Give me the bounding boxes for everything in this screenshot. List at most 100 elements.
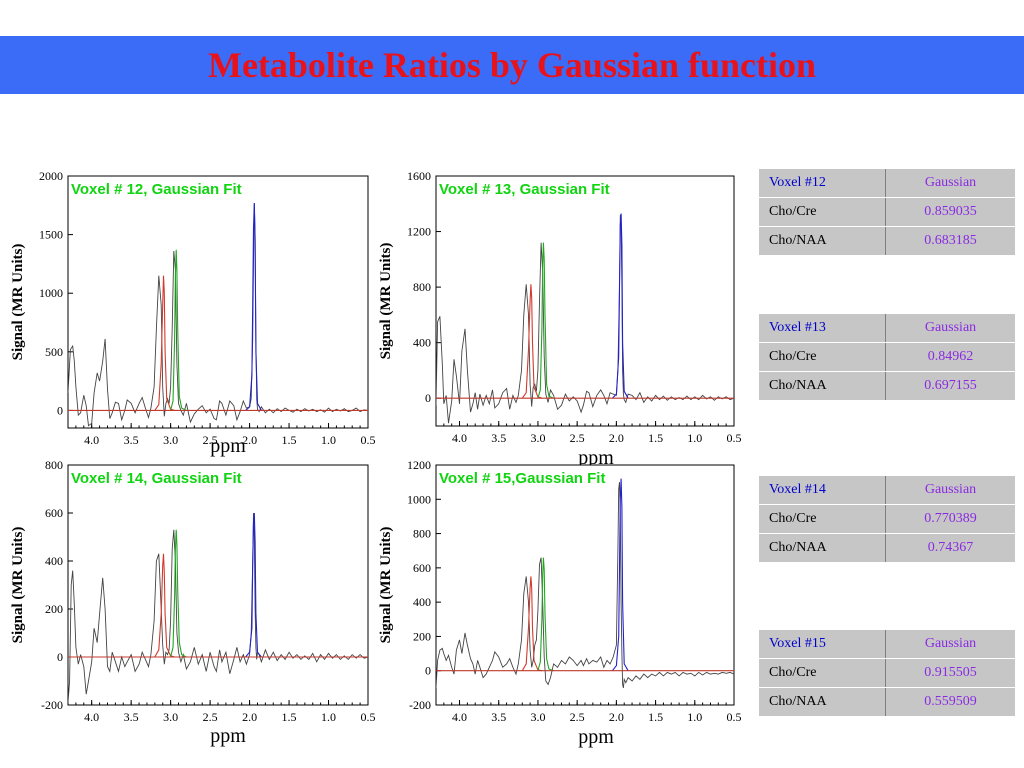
x-tick-label: 1.0 bbox=[321, 710, 336, 724]
x-tick-label: 3.0 bbox=[163, 433, 178, 447]
x-tick-label: 2.0 bbox=[609, 431, 624, 445]
ratio-table-voxel-13: Voxel #13 Gaussian Cho/Cre 0.84962 Cho/N… bbox=[759, 314, 1015, 401]
x-tick-label: 4.0 bbox=[452, 431, 467, 445]
voxel-label: Voxel #12 bbox=[759, 169, 886, 198]
chart-voxel-13: 4.0 3.5 3.0 2.5 2.0 1.5 1.0 0.5 0 400 800 1200 1600 V… bbox=[372, 160, 752, 470]
y-tick-label: 0 bbox=[57, 650, 63, 664]
x-axis-title: ppm bbox=[578, 726, 614, 748]
ratio-value: 0.84962 bbox=[885, 342, 1015, 372]
y-tick-label: 1500 bbox=[39, 228, 63, 242]
table-row: Cho/Cre 0.859035 bbox=[759, 197, 1015, 227]
plot-frame bbox=[67, 464, 369, 706]
table-row: Cho/NAA 0.559509 bbox=[759, 687, 1015, 717]
ratio-label: Cho/NAA bbox=[759, 687, 886, 717]
spectrum-line bbox=[436, 482, 734, 689]
x-tick-label: 1.0 bbox=[687, 431, 702, 445]
method-label: Gaussian bbox=[885, 314, 1015, 343]
ratio-value: 0.697155 bbox=[885, 371, 1015, 401]
method-label: Gaussian bbox=[885, 169, 1015, 198]
chart-svg: 4.0 3.5 3.0 2.5 2.0 1.5 1.0 0.5 -200 0 200 400 600 80… bbox=[378, 458, 742, 748]
chart-title: Voxel # 13, Gaussian Fit bbox=[439, 181, 610, 198]
ratio-table-voxel-12: Voxel #12 Gaussian Cho/Cre 0.859035 Cho/… bbox=[759, 169, 1015, 256]
ratio-label: Cho/Cre bbox=[759, 197, 886, 227]
ratio-value: 0.859035 bbox=[885, 197, 1015, 227]
x-tick-label: 2.5 bbox=[203, 710, 218, 724]
x-tick-label: 2.0 bbox=[609, 710, 624, 724]
ratio-label: Cho/Cre bbox=[759, 342, 886, 372]
x-tick-label: 2.5 bbox=[203, 433, 218, 447]
ratio-value: 0.559509 bbox=[885, 687, 1015, 717]
method-label: Gaussian bbox=[885, 476, 1015, 505]
y-tick-label: 600 bbox=[45, 506, 63, 520]
x-axis-title: ppm bbox=[210, 435, 246, 457]
gaussian-fit-line bbox=[170, 529, 187, 658]
y-tick-label: 0 bbox=[425, 664, 431, 678]
y-tick-label: 500 bbox=[45, 345, 63, 359]
method-label: Gaussian bbox=[885, 630, 1015, 659]
ratio-value: 0.683185 bbox=[885, 226, 1015, 256]
y-tick-label: 600 bbox=[413, 561, 431, 575]
x-tick-label: 4.0 bbox=[84, 710, 99, 724]
gaussian-fit-line bbox=[154, 275, 175, 411]
y-tick-label: 800 bbox=[45, 458, 63, 472]
ratio-label: Cho/Cre bbox=[759, 658, 886, 688]
y-axis-title: Signal (MR Units) bbox=[10, 244, 26, 361]
x-tick-label: 4.0 bbox=[452, 710, 467, 724]
spectrum-line bbox=[436, 214, 734, 424]
chart-svg: 4.0 3.5 3.0 2.5 2.0 1.5 1.0 0.5 0 500 1000 1500 2000… bbox=[10, 169, 376, 457]
y-tick-label: 1200 bbox=[407, 225, 431, 239]
x-tick-label: 2.5 bbox=[570, 710, 585, 724]
ratio-value: 0.770389 bbox=[885, 504, 1015, 534]
plot-frame bbox=[435, 175, 735, 427]
x-tick-label: 1.5 bbox=[282, 710, 297, 724]
gaussian-fit-line bbox=[537, 242, 554, 399]
ratio-label: Cho/Cre bbox=[759, 504, 886, 534]
x-tick-label: 1.0 bbox=[321, 433, 336, 447]
y-tick-label: 400 bbox=[413, 336, 431, 350]
x-tick-label: 1.5 bbox=[648, 431, 663, 445]
x-tick-label: 3.5 bbox=[124, 433, 139, 447]
y-tick-label: 0 bbox=[425, 391, 431, 405]
x-tick-label: 3.0 bbox=[163, 710, 178, 724]
y-tick-label: 2000 bbox=[39, 169, 63, 183]
gaussian-fit-line bbox=[612, 213, 629, 399]
page-title: Metabolite Ratios by Gaussian function bbox=[207, 45, 817, 85]
x-tick-label: 0.5 bbox=[727, 431, 742, 445]
y-tick-label: 0 bbox=[57, 403, 63, 417]
ratio-value: 0.74367 bbox=[885, 533, 1015, 563]
ratio-table-voxel-15: Voxel #15 Gaussian Cho/Cre 0.915505 Cho/… bbox=[759, 630, 1015, 717]
y-tick-label: -200 bbox=[409, 698, 431, 712]
gaussian-fit-line bbox=[611, 478, 629, 672]
chart-voxel-12: 4.0 3.5 3.0 2.5 2.0 1.5 1.0 0.5 0 500 1000 1500 2000… bbox=[0, 160, 380, 460]
chart-title: Voxel # 15,Gaussian Fit bbox=[439, 470, 605, 487]
x-axis-title: ppm bbox=[578, 447, 614, 469]
x-tick-label: 0.5 bbox=[361, 710, 376, 724]
table-row: Cho/NAA 0.74367 bbox=[759, 533, 1015, 563]
y-tick-label: 200 bbox=[45, 602, 63, 616]
y-tick-label: 1600 bbox=[407, 169, 431, 183]
table-row: Cho/Cre 0.770389 bbox=[759, 504, 1015, 534]
x-tick-label: 1.0 bbox=[687, 710, 702, 724]
gaussian-fit-line bbox=[245, 202, 262, 411]
gaussian-fit-line bbox=[521, 576, 543, 672]
x-axis-title: ppm bbox=[210, 725, 246, 747]
table-row: Cho/Cre 0.84962 bbox=[759, 342, 1015, 372]
ratio-label: Cho/NAA bbox=[759, 226, 886, 256]
chart-voxel-14: 4.0 3.5 3.0 2.5 2.0 1.5 1.0 0.5 -200 0 200 400 600 80… bbox=[0, 452, 380, 752]
chart-voxel-15: 4.0 3.5 3.0 2.5 2.0 1.5 1.0 0.5 -200 0 200 400 600 80… bbox=[372, 452, 752, 752]
gaussian-fit-line bbox=[245, 512, 262, 658]
gaussian-fit-line bbox=[521, 284, 543, 399]
gaussian-fit-line bbox=[537, 557, 554, 672]
y-tick-label: 800 bbox=[413, 280, 431, 294]
x-tick-label: 4.0 bbox=[84, 433, 99, 447]
x-tick-label: 3.0 bbox=[530, 710, 545, 724]
chart-title: Voxel # 14, Gaussian Fit bbox=[71, 470, 242, 487]
y-tick-label: 200 bbox=[413, 629, 431, 643]
table-header-row: Voxel #12 Gaussian bbox=[759, 169, 1015, 198]
voxel-label: Voxel #13 bbox=[759, 314, 886, 343]
voxel-label: Voxel #15 bbox=[759, 630, 886, 659]
y-tick-label: 1200 bbox=[407, 458, 431, 472]
chart-svg: 4.0 3.5 3.0 2.5 2.0 1.5 1.0 0.5 -200 0 200 400 600 80… bbox=[10, 458, 376, 747]
ratio-label: Cho/NAA bbox=[759, 533, 886, 563]
gaussian-fit-line bbox=[154, 553, 175, 658]
